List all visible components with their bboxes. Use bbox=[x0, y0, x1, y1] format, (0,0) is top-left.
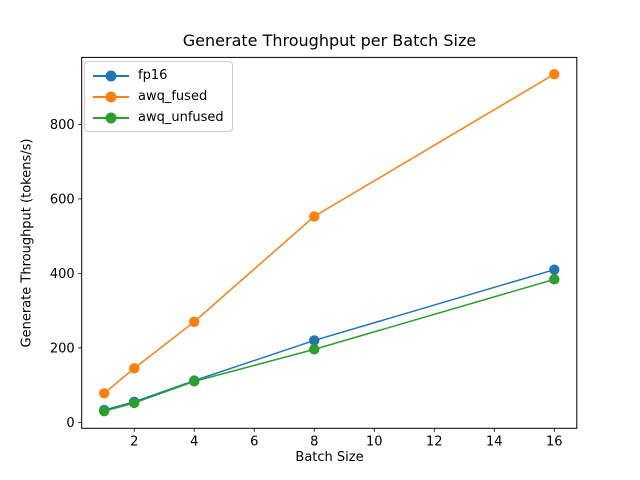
legend: fp16 awq_fused awq_unfused bbox=[84, 61, 233, 132]
y-tick-label: 800 bbox=[50, 118, 75, 133]
y-tick-label: 0 bbox=[66, 416, 74, 431]
data-point-awq_unfused bbox=[129, 397, 140, 409]
x-tick-label: 14 bbox=[486, 434, 503, 449]
y-tick-label: 200 bbox=[50, 341, 75, 356]
data-point-awq_unfused bbox=[99, 405, 110, 417]
legend-label: awq_unfused bbox=[138, 110, 224, 125]
data-point-awq_unfused bbox=[309, 344, 320, 355]
x-tick-label: 16 bbox=[546, 434, 563, 449]
line-marker-icon bbox=[93, 112, 129, 124]
data-point-awq_unfused bbox=[189, 376, 200, 387]
y-tick-label: 400 bbox=[50, 267, 75, 282]
legend-label: fp16 bbox=[138, 68, 168, 83]
data-point-awq_fused bbox=[549, 68, 560, 80]
data-point-awq_fused bbox=[129, 363, 140, 374]
y-tick-label: 600 bbox=[50, 192, 75, 207]
data-point-awq_fused bbox=[309, 211, 320, 222]
legend-label: awq_fused bbox=[138, 89, 208, 104]
x-tick-label: 4 bbox=[190, 434, 198, 449]
series-line-awq_unfused bbox=[103, 278, 556, 412]
legend-item-fp16: fp16 bbox=[93, 65, 224, 86]
legend-item-awq-fused: awq_fused bbox=[93, 86, 224, 107]
x-tick-label: 12 bbox=[426, 434, 443, 449]
data-point-fp16 bbox=[549, 264, 560, 275]
data-point-awq_unfused bbox=[549, 274, 560, 285]
x-tick-label: 10 bbox=[366, 434, 383, 449]
chart-title: Generate Throughput per Batch Size bbox=[182, 31, 477, 50]
legend-item-awq-unfused: awq_unfused bbox=[93, 107, 224, 128]
line-marker-icon bbox=[93, 70, 129, 82]
y-axis-label: Generate Throughput (tokens/s) bbox=[19, 138, 35, 348]
x-tick-label: 2 bbox=[130, 434, 138, 449]
data-point-awq_fused bbox=[99, 388, 110, 399]
data-point-fp16 bbox=[309, 335, 320, 346]
data-point-awq_fused bbox=[189, 316, 200, 327]
x-axis-label: Batch Size bbox=[295, 450, 364, 465]
x-tick-label: 8 bbox=[310, 434, 318, 449]
axes-frame bbox=[81, 56, 578, 429]
x-tick-label: 6 bbox=[250, 434, 258, 449]
line-marker-icon bbox=[93, 91, 129, 103]
